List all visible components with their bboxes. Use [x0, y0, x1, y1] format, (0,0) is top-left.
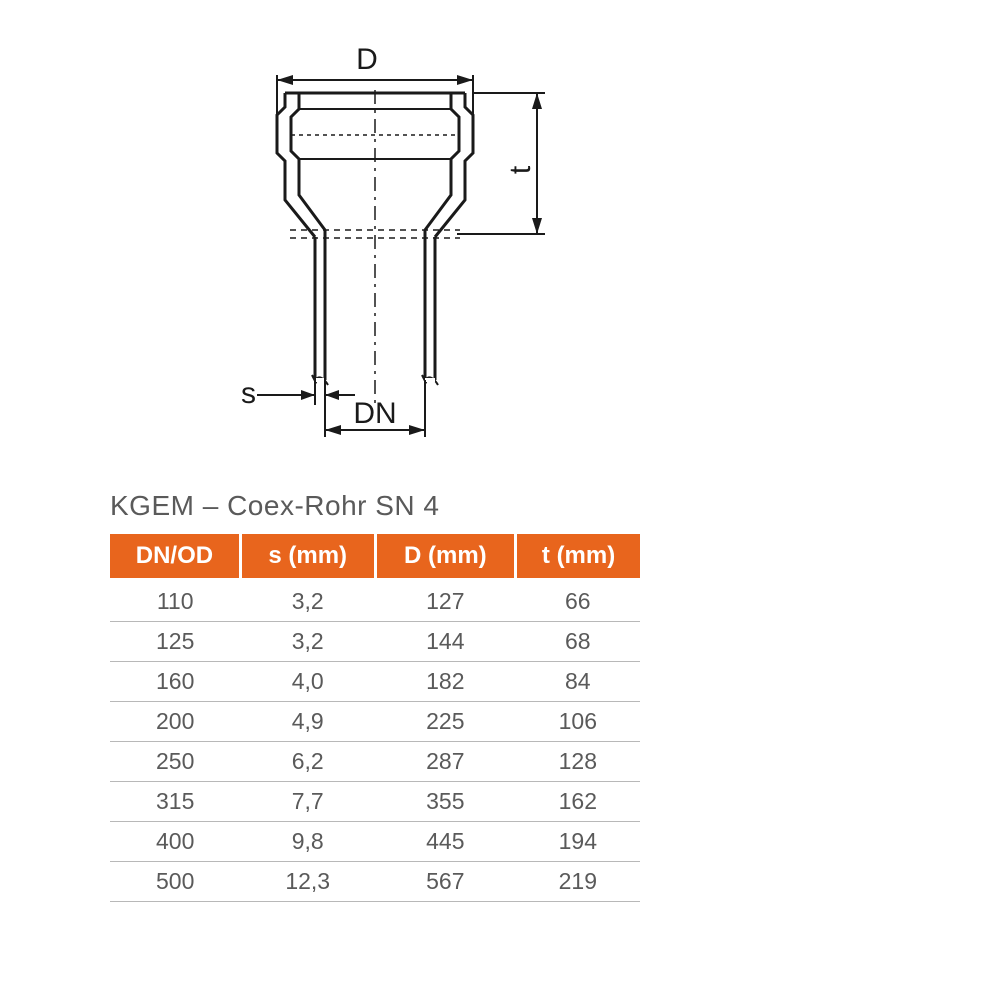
table-cell: 127: [375, 578, 516, 622]
table-cell: 128: [516, 742, 640, 782]
dim-label-dn: DN: [353, 397, 396, 430]
table-cell: 66: [516, 578, 640, 622]
table-row: 3157,7355162: [110, 782, 640, 822]
table-header-row: DN/OD s (mm) D (mm) t (mm): [110, 534, 640, 578]
table-cell: 355: [375, 782, 516, 822]
col-header: D (mm): [375, 534, 516, 578]
table-title: KGEM – Coex-Rohr SN 4: [110, 490, 440, 522]
table-cell: 144: [375, 622, 516, 662]
table-cell: 225: [375, 702, 516, 742]
table-cell: 200: [110, 702, 240, 742]
dim-label-t: t: [504, 165, 537, 174]
table-cell: 7,7: [240, 782, 375, 822]
col-header: t (mm): [516, 534, 640, 578]
table-cell: 500: [110, 862, 240, 902]
table-cell: 4,9: [240, 702, 375, 742]
table-cell: 287: [375, 742, 516, 782]
table-row: 1604,018284: [110, 662, 640, 702]
table-cell: 315: [110, 782, 240, 822]
table-row: 1103,212766: [110, 578, 640, 622]
table-cell: 110: [110, 578, 240, 622]
table-cell: 3,2: [240, 578, 375, 622]
table-cell: 84: [516, 662, 640, 702]
table-row: 50012,3567219: [110, 862, 640, 902]
table-row: 2506,2287128: [110, 742, 640, 782]
table-cell: 125: [110, 622, 240, 662]
table-cell: 567: [375, 862, 516, 902]
table-cell: 9,8: [240, 822, 375, 862]
table-cell: 182: [375, 662, 516, 702]
table-cell: 4,0: [240, 662, 375, 702]
table-cell: 194: [516, 822, 640, 862]
table-row: 4009,8445194: [110, 822, 640, 862]
table-cell: 445: [375, 822, 516, 862]
col-header: DN/OD: [110, 534, 240, 578]
table-cell: 106: [516, 702, 640, 742]
table-cell: 3,2: [240, 622, 375, 662]
table-row: 1253,214468: [110, 622, 640, 662]
dim-label-d: D: [356, 43, 378, 76]
col-header: s (mm): [240, 534, 375, 578]
table-cell: 219: [516, 862, 640, 902]
table-cell: 6,2: [240, 742, 375, 782]
table-cell: 68: [516, 622, 640, 662]
table-row: 2004,9225106: [110, 702, 640, 742]
spec-table: DN/OD s (mm) D (mm) t (mm) 1103,21276612…: [110, 534, 640, 902]
table-cell: 162: [516, 782, 640, 822]
table-cell: 12,3: [240, 862, 375, 902]
table-cell: 250: [110, 742, 240, 782]
table-cell: 160: [110, 662, 240, 702]
dim-label-s: s: [241, 377, 256, 410]
pipe-diagram: D t s DN: [185, 35, 625, 455]
table-cell: 400: [110, 822, 240, 862]
